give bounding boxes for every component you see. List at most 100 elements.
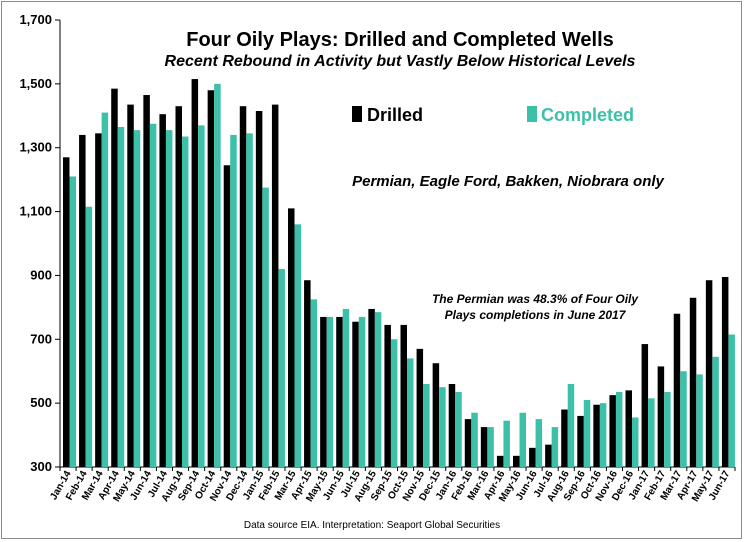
bar-completed: [567, 383, 575, 467]
bars: [63, 79, 735, 468]
bar-drilled: [191, 79, 199, 467]
bar-completed: [182, 136, 189, 467]
bar-drilled: [625, 390, 632, 467]
bar-drilled: [641, 344, 649, 467]
bar-drilled: [416, 348, 424, 467]
legend-label-drilled: Drilled: [367, 105, 423, 125]
legend-label-completed: Completed: [541, 105, 634, 125]
bar-completed: [390, 339, 398, 467]
bar-drilled: [223, 165, 231, 467]
bar-drilled: [561, 409, 568, 467]
bar-drilled: [239, 106, 247, 467]
bar-drilled: [577, 415, 584, 467]
bar-drilled: [545, 444, 552, 467]
y-tick-label: 1,300: [19, 140, 52, 155]
bar-completed: [680, 371, 687, 467]
bar-drilled: [207, 90, 215, 467]
bar-completed: [615, 391, 623, 467]
bar-completed: [101, 112, 109, 467]
bar-completed: [133, 130, 141, 467]
bar-drilled: [673, 313, 681, 467]
bar-completed: [648, 398, 655, 467]
bar-drilled: [271, 104, 279, 467]
bar-completed: [599, 403, 607, 467]
legend-swatch-completed: [527, 106, 537, 122]
bar-completed: [503, 420, 510, 467]
bar-drilled: [255, 110, 263, 467]
bar-drilled: [689, 297, 697, 467]
bar-completed: [342, 308, 350, 467]
bar-drilled: [513, 455, 520, 467]
bar-drilled: [496, 455, 504, 467]
bar-drilled: [609, 395, 616, 467]
bar-drilled: [352, 321, 359, 467]
bar-completed: [423, 383, 430, 467]
bar-drilled: [95, 133, 102, 467]
bar-drilled: [304, 280, 311, 467]
y-tick-label: 1,700: [19, 12, 52, 27]
bar-drilled: [336, 316, 343, 467]
bar-drilled: [63, 157, 70, 468]
bar-completed: [358, 316, 366, 467]
bar-completed: [696, 374, 703, 467]
permian-note-line-1: The Permian was 48.3% of Four Oily: [432, 292, 639, 306]
bar-drilled: [480, 427, 488, 467]
legend: Drilled Completed: [352, 105, 634, 125]
bar-drilled: [384, 324, 391, 467]
bar-completed: [487, 427, 494, 467]
chart-title: Four Oily Plays: Drilled and Completed W…: [186, 29, 614, 51]
y-tick-label: 900: [30, 267, 52, 282]
bar-completed: [471, 412, 478, 467]
bar-drilled: [368, 308, 375, 467]
bar-completed: [310, 299, 318, 467]
bar-drilled: [529, 447, 536, 467]
bar-completed: [551, 427, 559, 467]
bar-completed: [374, 312, 382, 467]
bar-completed: [407, 358, 414, 467]
bar-completed: [294, 224, 301, 467]
bar-drilled: [175, 106, 182, 467]
bar-completed: [583, 399, 591, 467]
bar-completed: [85, 206, 93, 467]
bar-completed: [728, 334, 735, 467]
bar-drilled: [657, 366, 665, 467]
y-tick-label: 700: [30, 331, 52, 346]
bar-completed: [149, 123, 157, 468]
permian-note-line-2: Plays completions in June 2017: [445, 308, 627, 322]
bar-completed: [326, 316, 334, 467]
bar-drilled: [721, 277, 729, 467]
bar-drilled: [288, 208, 295, 467]
bar-drilled: [464, 419, 472, 467]
legend-swatch-drilled: [352, 106, 362, 122]
y-tick-label: 300: [30, 459, 52, 474]
bar-completed: [165, 130, 173, 467]
bar-drilled: [705, 280, 713, 467]
bar-completed: [664, 391, 671, 467]
bar-completed: [262, 187, 269, 467]
y-tick-label: 1,500: [19, 76, 52, 91]
bar-completed: [712, 356, 719, 467]
source-note: Data source EIA. Interpretation: Seaport…: [244, 520, 500, 531]
bar-completed: [632, 417, 639, 467]
y-tick-label: 1,100: [19, 204, 52, 219]
bar-drilled: [111, 88, 118, 468]
bar-completed: [439, 387, 446, 467]
bar-drilled: [320, 316, 327, 467]
bar-drilled: [143, 95, 150, 468]
y-tick-label: 500: [30, 395, 52, 410]
bar-drilled: [432, 363, 440, 467]
bar-completed: [278, 269, 285, 467]
bar-drilled: [448, 383, 456, 467]
bar-completed: [535, 419, 543, 467]
bar-completed: [230, 134, 237, 467]
scope-annotation: Permian, Eagle Ford, Bakken, Niobrara on…: [352, 173, 664, 190]
bar-drilled: [400, 324, 407, 467]
bar-completed: [455, 391, 462, 467]
chart-subtitle: Recent Rebound in Activity but Vastly Be…: [165, 53, 636, 70]
bar-completed: [198, 125, 205, 467]
bar-completed: [117, 126, 125, 467]
bar-completed: [214, 83, 221, 467]
bar-drilled: [159, 114, 166, 468]
bar-drilled: [127, 104, 134, 467]
